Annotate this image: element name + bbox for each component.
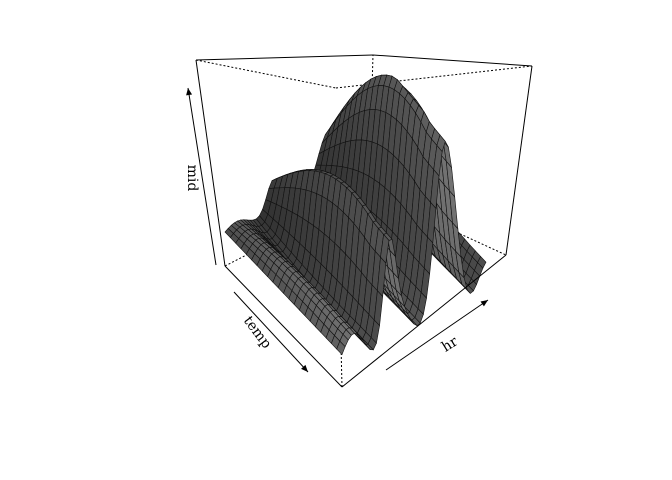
box-edge — [195, 59, 226, 267]
z-axis-arrow — [187, 87, 217, 266]
y-axis-arrow-head — [480, 300, 488, 307]
box-edge — [341, 254, 507, 388]
x-axis-arrow-head — [301, 364, 308, 372]
box-edge — [372, 54, 533, 67]
y-axis-arrow — [385, 299, 489, 371]
box-edge — [505, 65, 533, 256]
box-edge-hidden — [195, 59, 337, 89]
box-edge — [224, 265, 343, 388]
surface-mesh — [224, 74, 487, 356]
surface-facet — [336, 340, 346, 356]
x-axis-arrow — [233, 291, 309, 373]
box-edge — [195, 54, 374, 61]
axes: mid temp hr — [184, 87, 489, 373]
x-axis-label: temp — [240, 313, 275, 352]
z-axis-arrow-head — [186, 88, 193, 96]
z-axis-label: mid — [184, 165, 200, 192]
y-axis-label: hr — [439, 334, 461, 356]
plot-box-front — [195, 54, 533, 388]
